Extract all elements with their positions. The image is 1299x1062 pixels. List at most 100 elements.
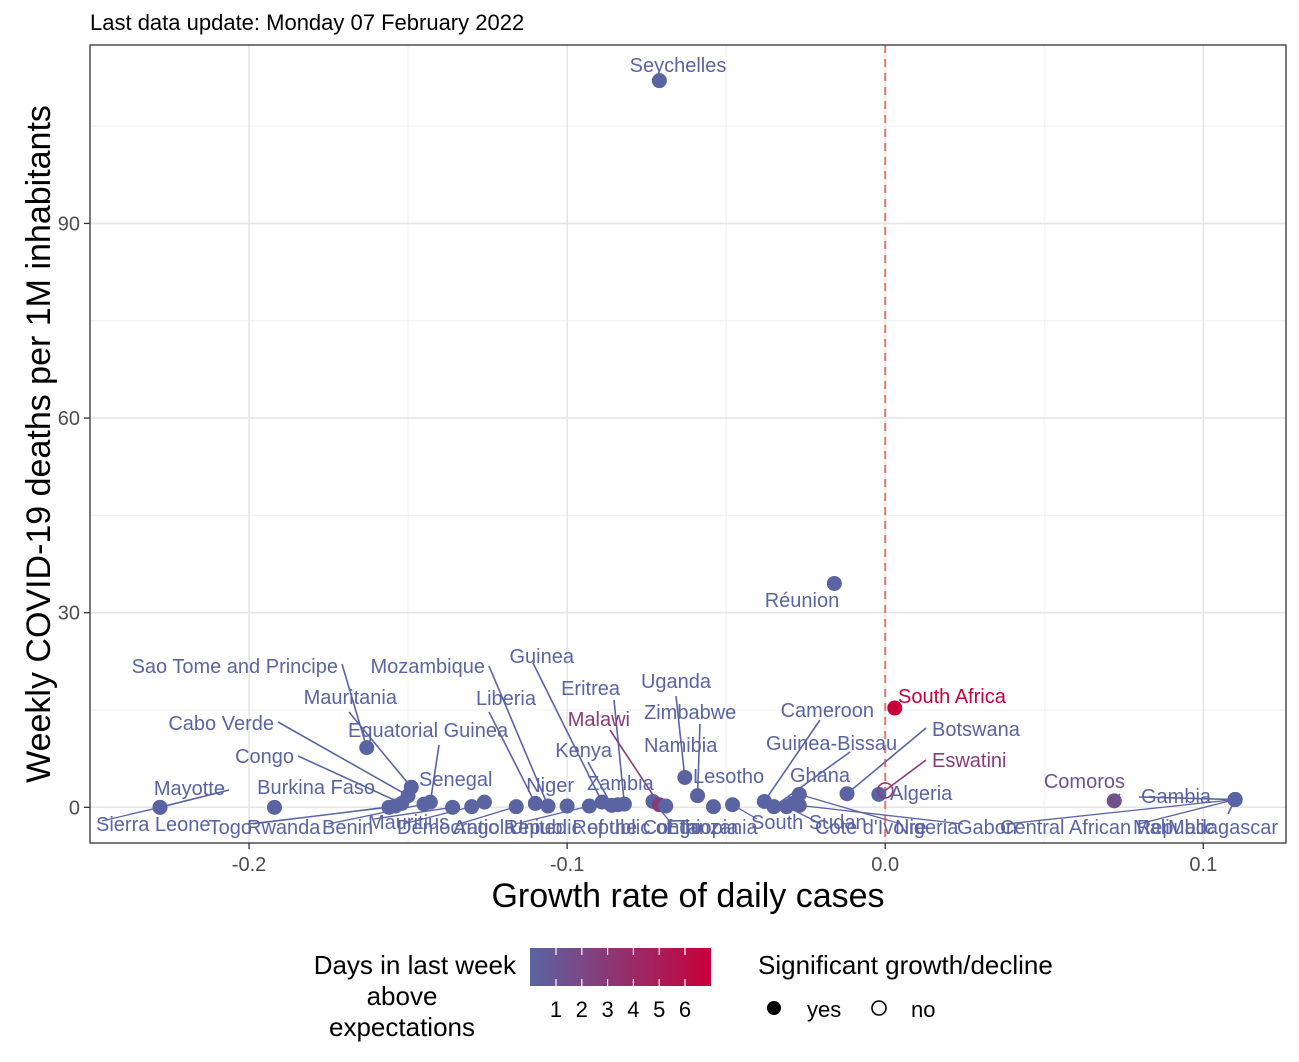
label-angola: Angola xyxy=(453,817,516,839)
label-south-africa: South Africa xyxy=(898,686,1007,708)
label-algeria: Algeria xyxy=(890,783,953,805)
x-tick-label: -0.1 xyxy=(550,854,584,876)
leader-liberia xyxy=(488,711,537,804)
label-malawi: Malawi xyxy=(568,709,630,731)
point-r-union xyxy=(826,575,842,591)
label-zambia: Zambia xyxy=(587,773,655,795)
label-togo: Togo xyxy=(209,817,252,839)
leader-nigeria xyxy=(799,793,902,825)
label-mayotte: Mayotte xyxy=(154,778,225,800)
legend-tick-label: 5 xyxy=(653,997,665,1022)
point-lesotho xyxy=(705,799,721,815)
leader-democratic-republic-of-the-congo xyxy=(402,806,472,825)
label-democratic-republic-of-the-congo: Democratic Republic of the Congo xyxy=(397,817,702,839)
label-ethiopia: Ethiopia xyxy=(666,817,739,839)
leader-rwanda xyxy=(252,805,396,825)
point-mauritius xyxy=(445,799,461,815)
x-tick-label: -0.2 xyxy=(232,854,266,876)
leader-mayotte xyxy=(159,789,230,809)
label-seychelles: Seychelles xyxy=(630,55,727,77)
label-sierra-leone: Sierra Leone xyxy=(96,814,211,836)
leader-mali xyxy=(1138,798,1236,825)
y-tick-label: 0 xyxy=(69,797,80,819)
plot-border xyxy=(89,44,1287,844)
leader-equatorial-guinea xyxy=(429,744,440,803)
label-gambia: Gambia xyxy=(1141,786,1212,808)
point-south-sudan xyxy=(725,797,741,813)
point-south-africa xyxy=(887,700,903,716)
label-senegal: Senegal xyxy=(419,769,492,791)
point-liberia xyxy=(527,795,543,811)
point-sao-tome-and-principe xyxy=(359,740,375,756)
label-equatorial-guinea: Equatorial Guinea xyxy=(348,720,509,742)
point-angola xyxy=(508,799,524,815)
label-cameroon: Cameroon xyxy=(781,700,874,722)
legend-shape-no: no xyxy=(911,997,935,1022)
y-tick-label: 90 xyxy=(58,213,80,235)
label-south-sudan: South Sudan xyxy=(751,812,867,834)
legend-color-bar xyxy=(530,948,711,986)
point-uganda xyxy=(677,769,693,785)
label-guinea-bissau: Guinea-Bissau xyxy=(766,733,897,755)
legend-open-circle-icon xyxy=(871,1000,887,1016)
label-mauritius: Mauritius xyxy=(368,812,449,834)
label-r-union: Réunion xyxy=(765,590,840,612)
label-zimbabwe: Zimbabwe xyxy=(644,702,736,724)
leader-cameroon xyxy=(763,719,821,802)
label-madagascar: Madagascar xyxy=(1168,817,1278,839)
data-points xyxy=(152,73,1243,815)
legend-color-title-line-3: expectations xyxy=(329,1012,475,1042)
label-mozambique: Mozambique xyxy=(370,656,485,678)
label-kenya: Kenya xyxy=(555,740,613,762)
label-eritrea: Eritrea xyxy=(561,678,621,700)
point-democratic-republic-of-the-congo xyxy=(464,799,480,815)
legend-color-title-line-2: above xyxy=(367,981,438,1011)
point-eritrea xyxy=(616,796,632,812)
point-eswatini xyxy=(876,782,894,799)
leader-sao-tome-and-principe xyxy=(341,663,368,748)
point-rwanda xyxy=(387,798,403,814)
label-congo: Congo xyxy=(235,746,294,768)
leader-angola xyxy=(458,806,517,825)
point-sierra-leone xyxy=(152,799,168,815)
leader-sierra-leone xyxy=(101,806,161,822)
legend-tick-label: 1 xyxy=(550,997,562,1022)
leader-guinea-bissau xyxy=(773,751,851,808)
point-united-republic-of-tanzania xyxy=(581,798,597,814)
y-tick-label: 60 xyxy=(58,408,80,430)
label-lesotho: Lesotho xyxy=(693,766,764,788)
point-labels: Seychelles Réunion South Africa Sao Tome an… xyxy=(96,55,1278,839)
label-nigeria: Nigeria xyxy=(895,817,959,839)
legend-tick-label: 3 xyxy=(601,997,613,1022)
point-niger xyxy=(559,798,575,814)
point-equatorial-guinea xyxy=(422,794,438,810)
point-mozambique xyxy=(540,798,556,814)
leader-mauritania xyxy=(348,711,412,788)
label-rwanda: Rwanda xyxy=(247,817,321,839)
label-guinea: Guinea xyxy=(510,646,575,668)
label-central-african-republic: Central African Republic xyxy=(1000,817,1215,839)
label-mali: Mali xyxy=(1133,817,1170,839)
legend-tick-label: 6 xyxy=(679,997,691,1022)
leader-cabo-verde xyxy=(277,721,409,797)
point-senegal xyxy=(476,794,492,810)
y-axis-ticks: 0 30 60 90 xyxy=(58,213,90,819)
label-uganda: Uganda xyxy=(641,671,712,693)
y-tick-label: 30 xyxy=(58,603,80,625)
chart-subtitle: Last data update: Monday 07 February 202… xyxy=(90,10,524,35)
legend-tick-label: 4 xyxy=(627,997,639,1022)
label-cabo-verde: Cabo Verde xyxy=(168,713,274,735)
legend-tick-label: 2 xyxy=(576,997,588,1022)
label-ghana: Ghana xyxy=(790,765,851,787)
point-zimbabwe xyxy=(690,788,706,804)
leader-congo xyxy=(297,755,403,805)
x-tick-label: 0.1 xyxy=(1189,854,1217,876)
label-benin: Benin xyxy=(322,817,373,839)
leader-gambia xyxy=(1138,796,1236,801)
leader-malawi xyxy=(609,729,661,806)
label-burkina-faso: Burkina Faso xyxy=(257,777,375,799)
leader-gabon xyxy=(799,804,964,825)
label-niger: Niger xyxy=(526,775,574,797)
